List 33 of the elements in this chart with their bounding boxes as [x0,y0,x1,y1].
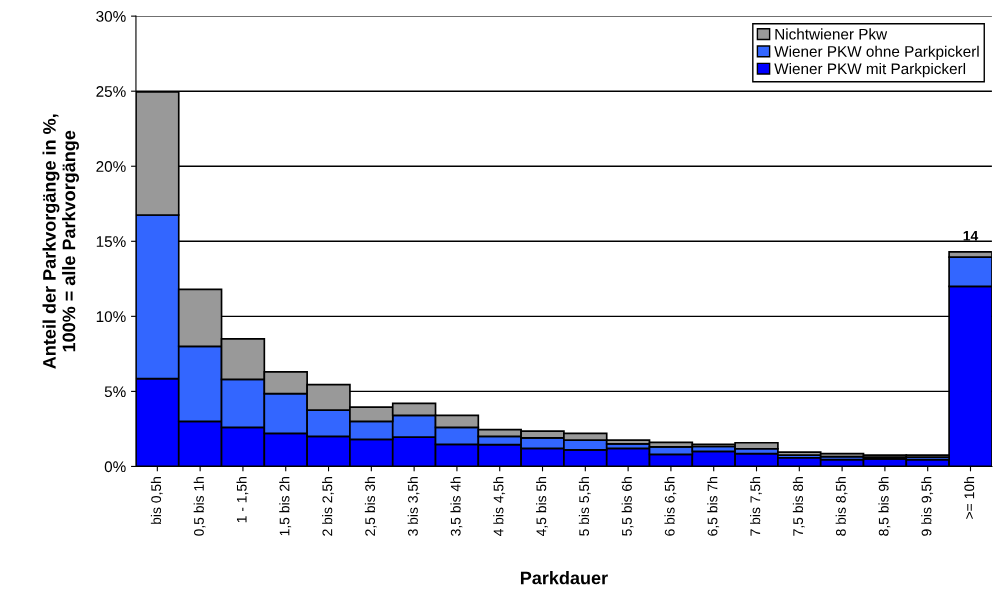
x-tick-label: 5 bis 5,5h [578,477,591,536]
x-tick-label: 9 bis 9,5h [921,477,934,536]
x-tick-label: 4 bis 4,5h [493,477,506,537]
x-tick-label: 2 bis 2,5h [322,477,334,536]
y-tick-label: 30% [96,11,126,22]
x-tick-label: 6,5 bis 7h [707,477,720,536]
x-tick-label: 7,5 bis 8h [792,477,805,536]
x-tick-label: 3 bis 3,5h [407,477,420,536]
x-tick-label: 4,5 bis 5h [536,477,548,537]
x-tick-label: 8 bis 8,5h [835,477,848,536]
annotation: 14 [963,231,979,241]
x-tick-label: >= 10h [964,477,975,519]
y-tick-label: 5% [104,386,126,398]
legend-label: Wiener PKW mit Parkpickerl [774,62,966,78]
x-tick-label: 0,5 bis 1h [193,477,206,536]
x-tick-label: bis 0,5h [150,477,163,524]
legend-label: Nichtwiener Pkw [775,28,888,40]
y-tick-label: 20% [96,161,126,172]
x-tick-label: 3,5 bis 4h [450,477,463,536]
x-tick-label: 7 bis 7,5h [750,477,762,536]
legend-label: Wiener PKW ohne Parkpickerl [774,45,979,60]
x-tick-label: 6 bis 6,5h [664,477,677,536]
y-tick-label: 15% [96,236,126,247]
x-tick-label: 1 - 1,5h [236,477,249,523]
y-tick-label: 25% [96,86,126,97]
x-tick-label: 2,5 bis 3h [364,477,377,536]
x-tick-label: 1,5 bis 2h [279,477,292,536]
y-tick-label: 0% [104,461,126,473]
y-tick-label: 10% [96,311,126,323]
x-axis-title: Parkdauer [520,571,608,585]
x-tick-label: 8,5 bis 9h [878,477,891,536]
x-tick-label: 5,5 bis 6h [621,477,634,536]
y-axis-title: Anteil der Parkvorgänge in %, 100% = alle Parkvorgänge [42,114,79,369]
